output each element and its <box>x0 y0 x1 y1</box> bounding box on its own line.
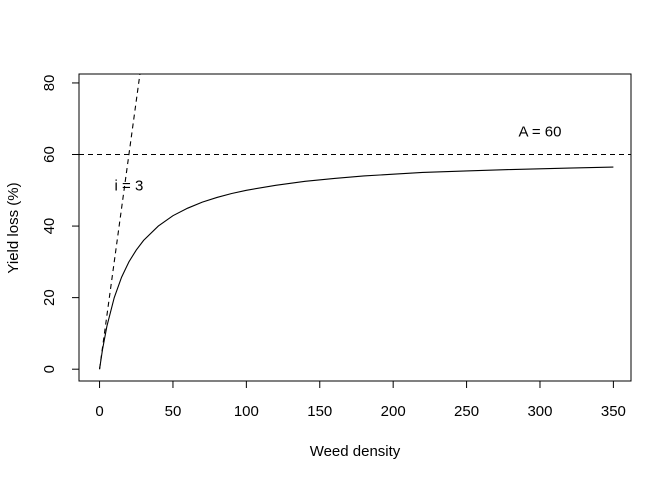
annotation-layer: i = 3 A = 60 <box>115 124 562 195</box>
x-tick-label: 300 <box>527 403 552 420</box>
x-tick-label: 50 <box>165 403 182 420</box>
y-tick-label: 40 <box>41 218 58 235</box>
annotation-1: A = 60 <box>518 124 561 141</box>
plot-frame <box>78 73 632 382</box>
y-tick-label: 0 <box>41 365 58 373</box>
x-tick-label: 250 <box>454 403 479 420</box>
x-axis-title: Weed density <box>310 443 401 460</box>
x-tick-label: 350 <box>601 403 626 420</box>
annotation-0: i = 3 <box>115 177 144 194</box>
series-layer <box>79 73 631 370</box>
y-axis: 0 20 40 60 80 <box>41 75 80 373</box>
x-axis: 0 50 100 150 200 250 300 350 <box>95 380 626 420</box>
series-line-0 <box>99 166 614 370</box>
x-tick-label: 200 <box>381 403 406 420</box>
y-tick-label: 20 <box>41 289 58 306</box>
y-tick-label: 60 <box>41 146 58 163</box>
y-axis-title: Yield loss (%) <box>5 182 22 273</box>
y-tick-label: 80 <box>41 75 58 92</box>
series-line-1 <box>99 73 141 370</box>
x-tick-label: 100 <box>234 403 259 420</box>
x-tick-label: 150 <box>307 403 332 420</box>
x-tick-label: 0 <box>95 403 103 420</box>
